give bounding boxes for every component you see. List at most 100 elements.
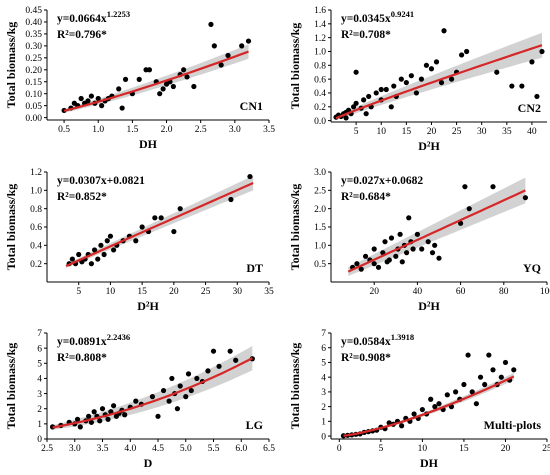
data-point (88, 419, 94, 425)
data-point (403, 79, 409, 86)
data-point (534, 93, 540, 100)
data-point (69, 256, 75, 262)
data-point (386, 257, 392, 263)
data-point (375, 264, 382, 270)
y-tick-label: 5 (37, 359, 42, 369)
fit-line (343, 375, 515, 437)
data-point (397, 231, 403, 237)
data-point (208, 21, 214, 27)
data-point (406, 215, 412, 221)
fit-line (347, 189, 526, 273)
x-tick-label: 20 (169, 287, 179, 297)
data-point (411, 411, 417, 417)
data-point (170, 83, 176, 90)
x-tick-label: 40 (413, 287, 423, 297)
data-point (139, 224, 145, 230)
data-point (225, 52, 231, 59)
data-point (133, 238, 139, 244)
x-tick-label: 2.5 (195, 125, 207, 135)
fit-line (52, 357, 253, 429)
y-tick-label: 0.05 (25, 102, 42, 112)
panel-label: YQ (523, 261, 541, 275)
data-point (465, 352, 471, 358)
data-point (373, 90, 379, 96)
fit-line (63, 50, 249, 112)
data-point (433, 59, 440, 65)
y-tick-label: 6 (321, 344, 326, 354)
y-axis-title: Total biomass/kg (4, 343, 18, 430)
y-tick-label: 0.5 (314, 260, 326, 270)
data-point (399, 259, 405, 265)
x-tick-label: 5 (378, 444, 383, 454)
r-squared: R²=0.808* (57, 352, 107, 364)
x-axis-title: DH (420, 456, 439, 470)
x-tick-label: 40 (527, 127, 537, 137)
data-point (448, 76, 455, 82)
data-point (462, 184, 468, 190)
panel-label: CN1 (240, 99, 263, 113)
x-tick-label: 4.0 (124, 444, 136, 454)
y-tick-label: 2 (321, 403, 326, 413)
data-point (382, 239, 388, 245)
y-tick-label: 0.4 (314, 89, 326, 99)
data-point (441, 28, 447, 34)
y-tick-label: 0.40 (25, 18, 42, 28)
data-point (86, 413, 92, 419)
data-point (185, 371, 192, 377)
x-tick-label: 0.5 (58, 125, 70, 135)
x-tick-label: 20 (427, 127, 437, 137)
y-tick-label: 0.6 (30, 223, 42, 233)
data-point (399, 423, 405, 429)
data-point (174, 406, 181, 412)
x-tick-label: 5 (354, 127, 359, 137)
x-tick-label: 10 (376, 127, 386, 137)
data-point (502, 359, 509, 366)
x-tick-label: 25 (452, 127, 462, 137)
data-point (211, 43, 217, 49)
panel-label: Multi-plots (484, 418, 542, 432)
x-axis-title: D²H (418, 139, 440, 153)
x-axis-title: DH (139, 137, 158, 151)
data-point (378, 86, 384, 93)
y-tick-label: 1 (321, 418, 326, 428)
data-point (99, 103, 105, 109)
data-point (353, 100, 359, 106)
data-point (466, 206, 472, 212)
data-point (99, 406, 106, 412)
data-point (388, 104, 394, 110)
data-point (423, 62, 430, 68)
y-tick-label: 3 (37, 390, 42, 400)
y-tick-label: 2.5 (314, 187, 326, 197)
data-point (461, 381, 467, 388)
y-tick-label: 7 (37, 329, 42, 339)
panel-lg: 2.5 3.0 3.5 4.0 4.5 5.0 5.5 6.0 6.5 0 1 2 3 4 5 6 7 y=0.0… (4, 329, 275, 470)
y-tick-label: 0.00 (25, 114, 42, 124)
data-point (358, 266, 364, 272)
panel-cn2: 5 10 15 20 25 30 35 40 0.0 0.2 0.4 0.6 0.8 1.0 1.2 1.4 1… (288, 6, 547, 153)
data-point (366, 93, 372, 100)
x-tick-label: 25 (542, 444, 550, 454)
y-tick-label: 3.0 (314, 168, 326, 178)
data-point (498, 374, 504, 380)
data-point (371, 261, 377, 267)
data-point (77, 424, 83, 430)
equation-exponent: 1.3918 (391, 332, 414, 342)
data-point (413, 90, 419, 96)
data-point (353, 69, 359, 75)
data-point (169, 375, 175, 382)
x-tick-label: 15 (459, 444, 469, 454)
y-tick-label: 0.15 (25, 78, 42, 88)
data-point (101, 251, 107, 258)
panel-multi-plots: 0 5 10 15 20 25 0 1 2 3 4 5 6 7 y=0.0584x1.3918 R²=0.90… (288, 329, 550, 470)
x-tick-label: 5.5 (208, 444, 220, 454)
regression-equation: y=0.0891x2.2436 (57, 332, 130, 348)
data-point (233, 357, 239, 363)
confidence-band (336, 32, 542, 121)
fit-line (65, 182, 254, 268)
x-tick-label: 30 (233, 287, 243, 297)
regression-equation: y=0.0584x1.3918 (341, 332, 414, 348)
y-tick-label: 3 (321, 388, 326, 398)
x-axis-title: D²H (418, 299, 440, 313)
confidence-band (52, 346, 253, 430)
y-axis-title: Total biomass/kg (4, 22, 18, 109)
